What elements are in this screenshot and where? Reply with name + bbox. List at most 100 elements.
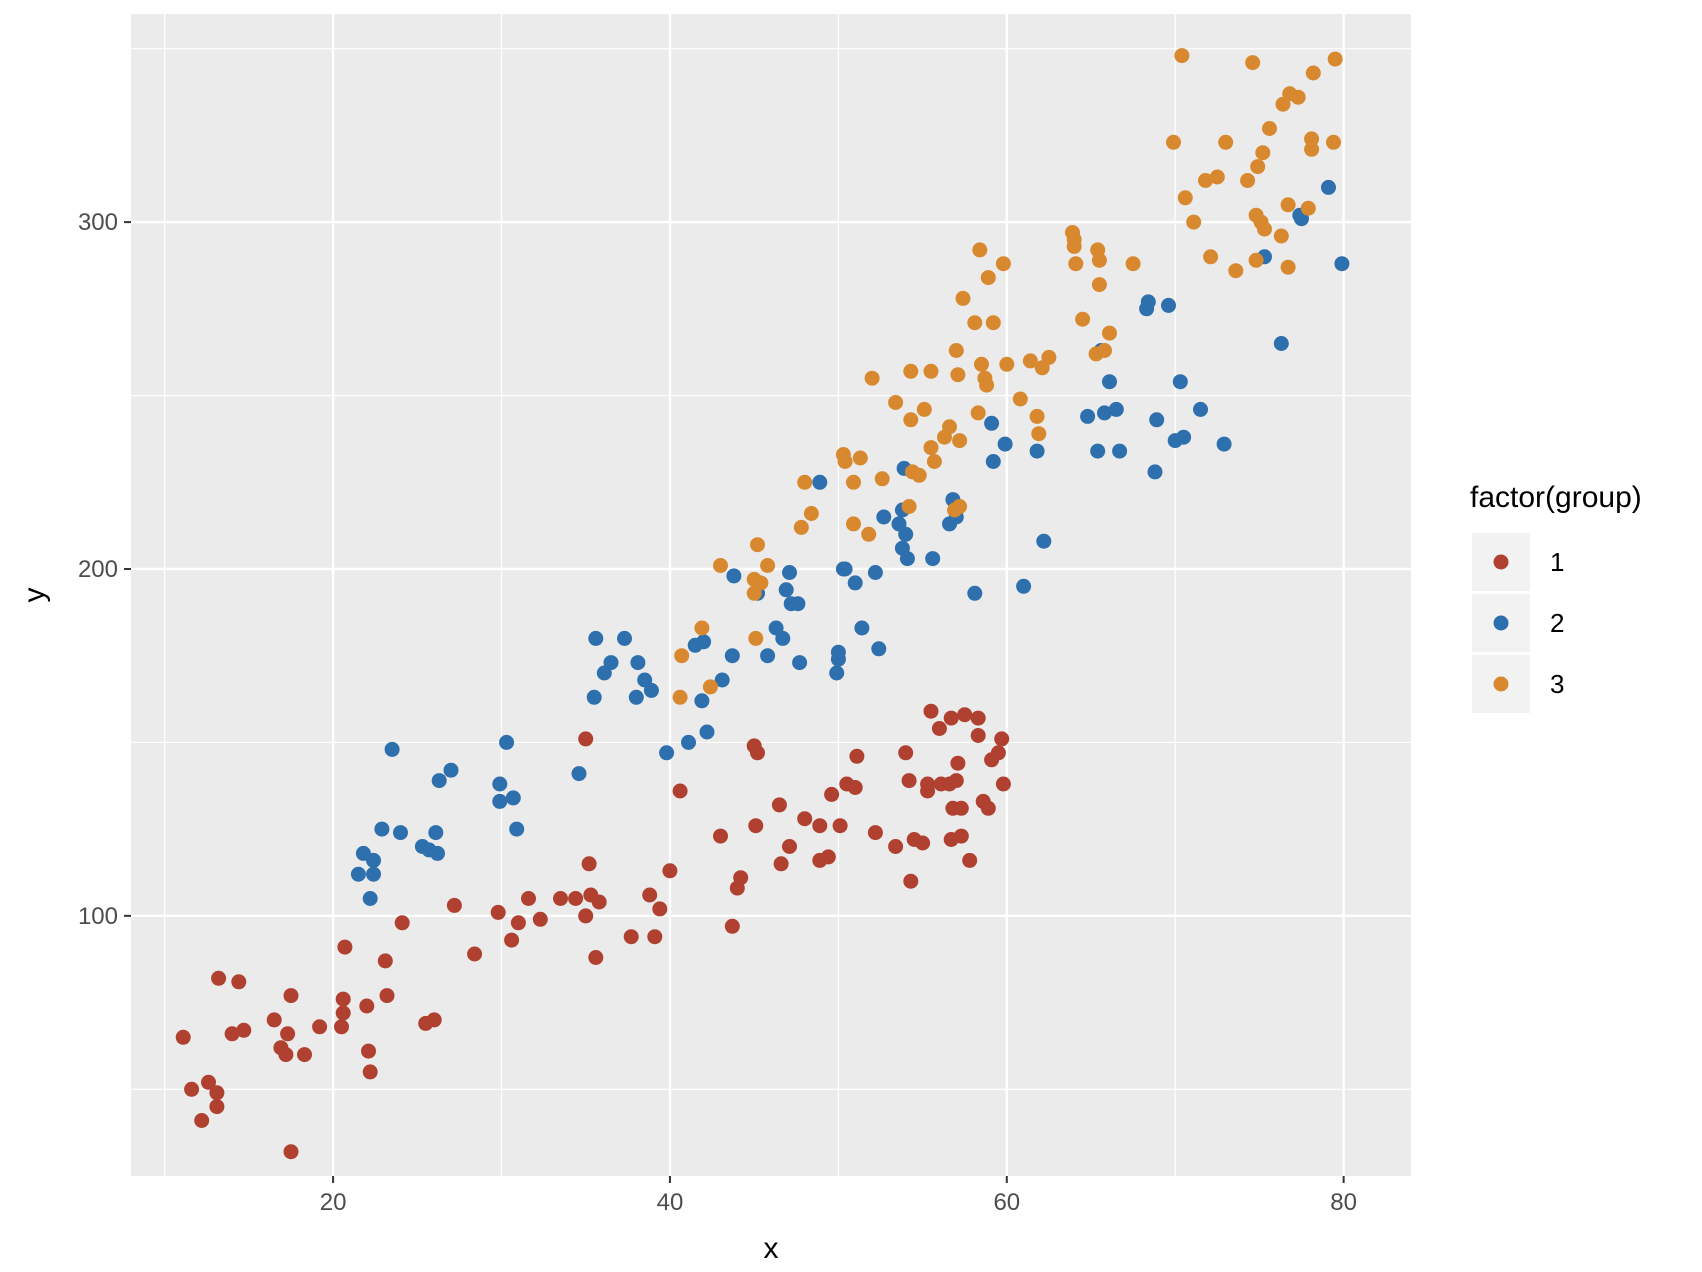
data-point — [753, 575, 769, 591]
data-point — [359, 998, 375, 1014]
data-point — [426, 1012, 442, 1028]
data-point — [1327, 51, 1343, 67]
data-point — [628, 689, 644, 705]
data-point — [652, 901, 668, 917]
data-point — [849, 748, 865, 764]
data-point — [647, 929, 663, 945]
data-point — [846, 516, 861, 532]
data-point — [642, 887, 658, 903]
data-point — [837, 454, 853, 469]
data-point — [674, 648, 690, 664]
data-point — [430, 845, 445, 861]
data-point — [521, 891, 536, 906]
data-point — [184, 1081, 200, 1097]
data-point — [874, 471, 890, 487]
data-point — [696, 634, 712, 650]
data-point — [1161, 297, 1176, 313]
data-point — [1216, 436, 1232, 452]
data-point — [366, 866, 381, 882]
data-point — [1068, 256, 1084, 272]
data-point — [1228, 263, 1244, 279]
data-point — [724, 648, 740, 664]
data-point — [985, 315, 1001, 331]
data-point — [999, 356, 1015, 372]
data-point — [952, 433, 968, 449]
data-point — [586, 689, 602, 705]
x-axis-title: x — [764, 1232, 779, 1265]
data-point — [948, 343, 964, 358]
data-point — [1290, 89, 1306, 105]
data-point — [979, 377, 995, 393]
data-point — [224, 1026, 240, 1042]
legend: factor(group) 1 2 3 — [1470, 481, 1642, 713]
data-point — [283, 988, 299, 1004]
x-tick-label: 40 — [657, 1189, 684, 1216]
data-point — [581, 856, 597, 872]
data-point — [962, 852, 978, 868]
data-point — [428, 825, 444, 841]
y-axis: 100 200 300 — [78, 209, 131, 930]
data-point — [280, 1026, 296, 1042]
data-point — [335, 1005, 351, 1021]
data-point — [702, 679, 718, 695]
data-point — [1091, 252, 1107, 268]
data-point — [733, 870, 749, 886]
data-point — [847, 575, 863, 591]
data-point — [953, 828, 969, 844]
data-point — [588, 630, 604, 646]
data-point — [617, 630, 632, 646]
data-point — [568, 891, 584, 906]
data-point — [672, 783, 688, 799]
data-point — [901, 499, 917, 514]
data-point — [603, 655, 619, 671]
data-point — [379, 988, 395, 1004]
data-point — [990, 745, 1006, 761]
data-point — [571, 766, 587, 782]
data-point — [578, 908, 594, 924]
data-point — [923, 440, 939, 456]
data-point — [1140, 294, 1156, 310]
data-point — [337, 939, 353, 955]
data-point — [830, 644, 846, 660]
data-point — [916, 401, 932, 417]
data-point — [553, 891, 568, 906]
data-point — [984, 415, 1000, 431]
x-tick-label: 80 — [1330, 1189, 1357, 1216]
data-point — [771, 797, 787, 813]
data-point — [948, 773, 964, 789]
data-point — [847, 780, 863, 795]
data-point — [1326, 134, 1341, 150]
data-point — [384, 741, 400, 757]
data-point — [775, 630, 791, 646]
minor-gridlines — [131, 14, 1411, 1176]
data-point — [1280, 197, 1296, 213]
data-point — [957, 707, 973, 723]
data-point — [923, 363, 939, 379]
data-point — [366, 852, 381, 868]
data-point — [820, 849, 836, 865]
data-point — [760, 558, 776, 573]
data-point — [194, 1113, 210, 1128]
data-point — [505, 790, 521, 806]
data-point — [876, 509, 892, 525]
data-point — [361, 1043, 376, 1059]
data-point — [773, 856, 789, 872]
data-point — [980, 800, 996, 816]
data-point — [790, 596, 806, 612]
data-point — [1112, 443, 1128, 459]
data-point — [1203, 249, 1219, 265]
data-point — [713, 558, 728, 573]
data-point — [1321, 179, 1336, 195]
data-point — [970, 710, 986, 726]
data-point — [1036, 533, 1052, 549]
data-point — [334, 1019, 349, 1035]
data-point — [1209, 169, 1225, 185]
data-point — [726, 568, 742, 584]
data-point — [812, 474, 828, 490]
data-point — [995, 776, 1011, 792]
data-point — [209, 1085, 225, 1101]
data-point — [1186, 214, 1202, 230]
data-point — [837, 561, 853, 577]
data-point — [236, 1022, 252, 1038]
data-point — [920, 776, 936, 792]
